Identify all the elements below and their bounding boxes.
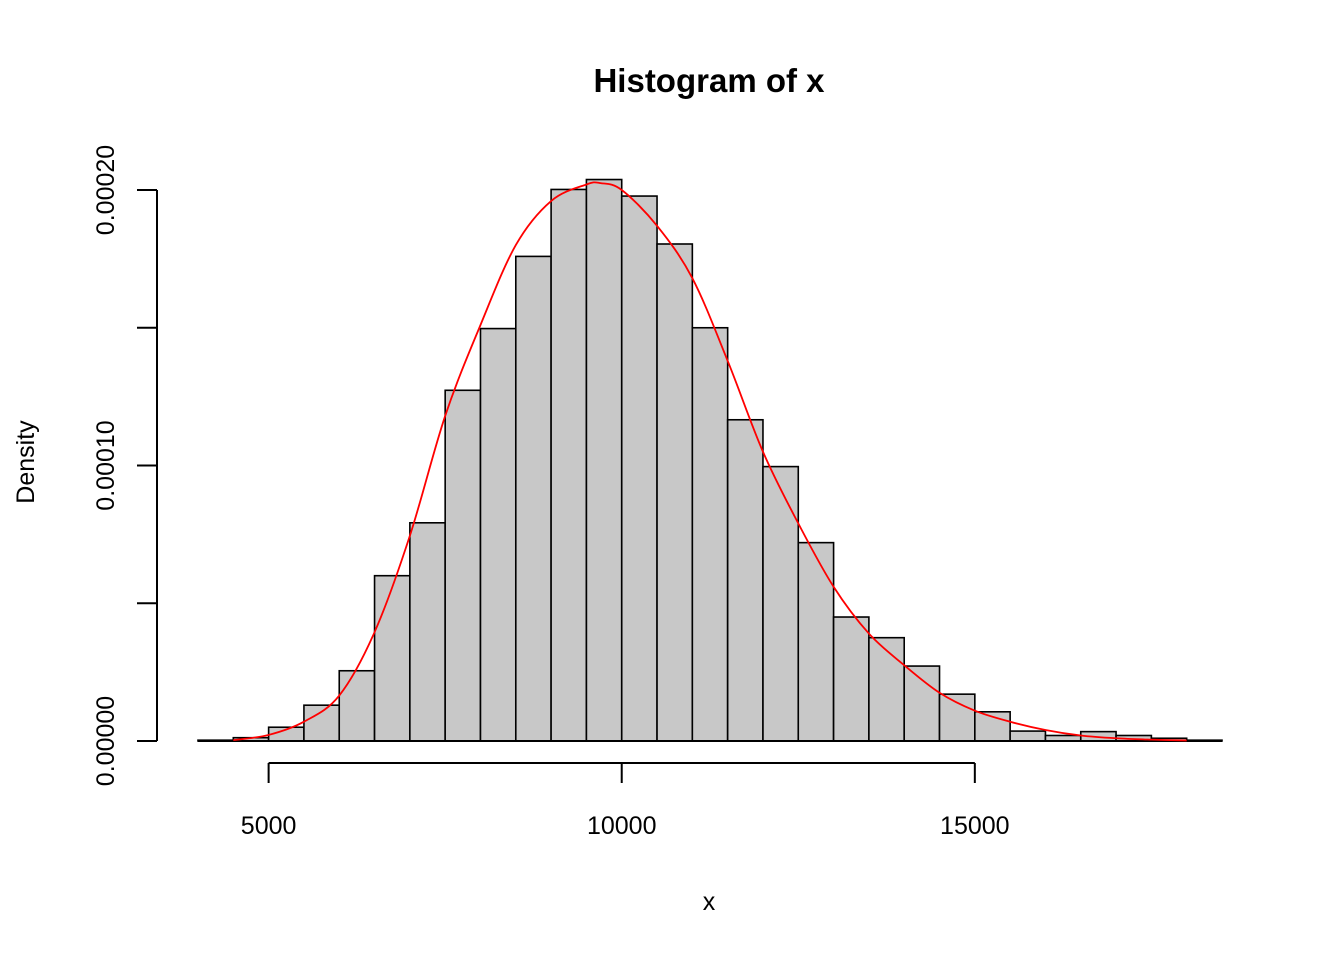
histogram-bar-14 [691, 326, 729, 742]
x-tick-label-0: 5000 [241, 812, 297, 840]
histogram-bar-15 [726, 418, 764, 742]
histogram-bar-4 [338, 669, 376, 742]
histogram-bar-19 [868, 636, 906, 742]
histogram-bar-3 [303, 704, 341, 742]
histogram-bar-22 [974, 710, 1011, 742]
histogram-bar-12 [620, 195, 658, 742]
histogram-bar-20 [903, 665, 941, 742]
histogram-bar-21 [938, 693, 976, 742]
histogram-bar-8 [479, 327, 517, 742]
y-tick-label-0: 0.00000 [92, 696, 120, 786]
histogram-bar-6 [409, 522, 446, 742]
x-tick-label-1: 10000 [587, 812, 657, 840]
histogram-bar-13 [656, 243, 694, 742]
y-tick-label-4: 0.00020 [92, 145, 120, 235]
histogram-bar-7 [444, 389, 482, 742]
y-tick-label-2: 0.00010 [92, 420, 120, 510]
histogram-bar-5 [373, 574, 411, 742]
histogram-bar-11 [585, 178, 623, 742]
y-axis: 0.00000 0.00010 0.00020 [92, 145, 158, 786]
histogram-bar-18 [832, 616, 870, 742]
x-axis-label: x [703, 888, 716, 916]
histogram-bar-10 [550, 188, 588, 742]
histogram-bars [197, 178, 1223, 742]
y-axis-label: Density [12, 420, 40, 504]
histogram-bar-23 [1009, 730, 1047, 742]
x-tick-label-2: 15000 [940, 812, 1010, 840]
histogram-bar-16 [762, 465, 800, 742]
density-curve [233, 181, 1187, 742]
x-axis: 5000 10000 15000 [241, 762, 1010, 840]
histogram-bar-17 [797, 541, 835, 742]
chart-title: Histogram of x [593, 62, 825, 99]
histogram-bar-9 [514, 255, 552, 742]
